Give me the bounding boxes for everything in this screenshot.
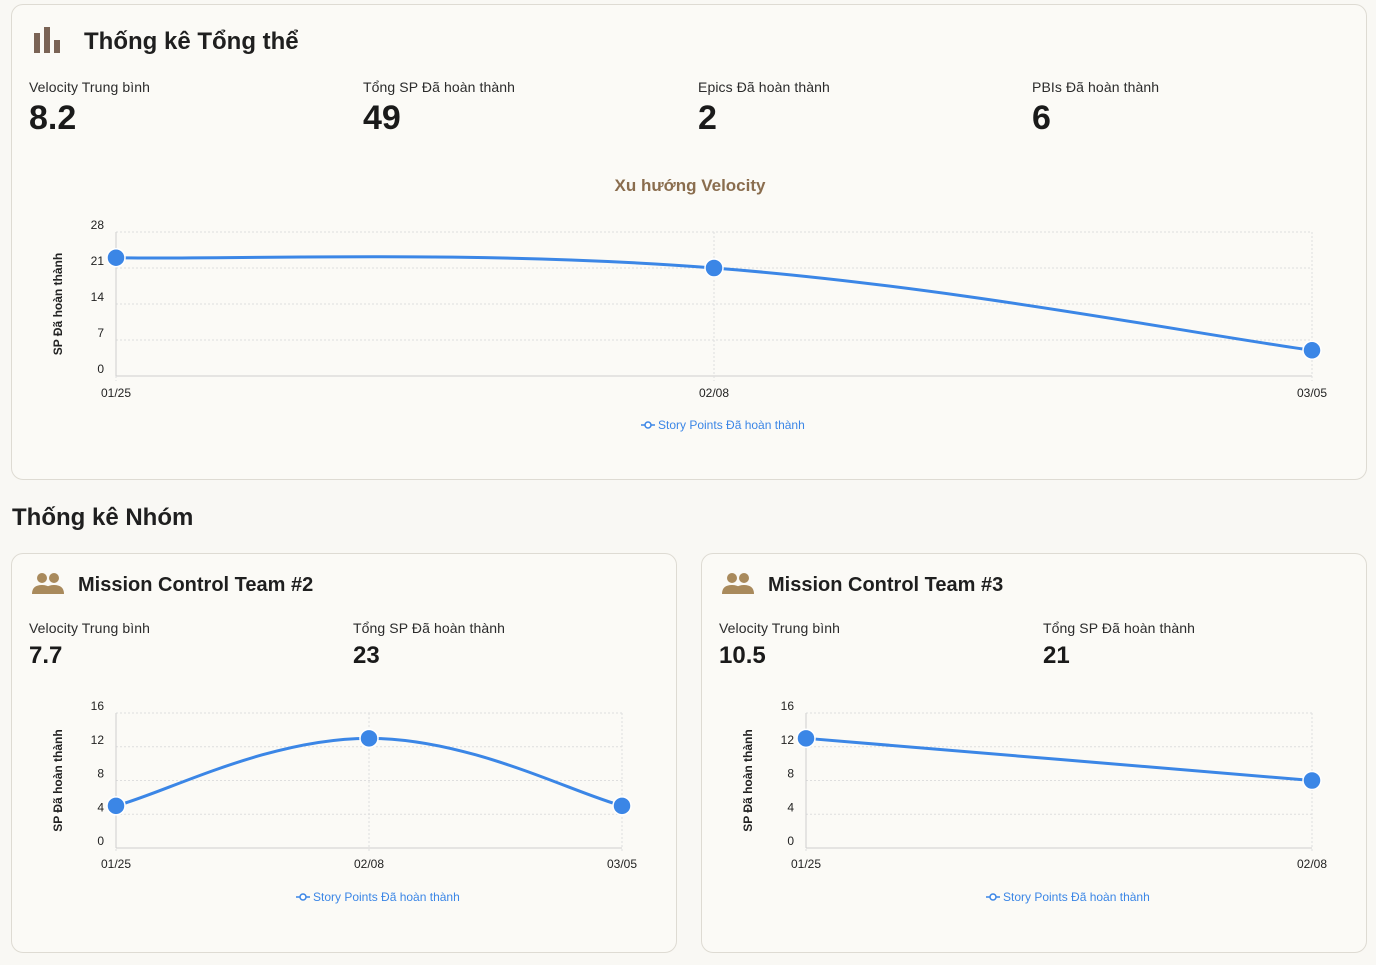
y-tick-label: 8	[787, 767, 794, 781]
team-card-3: Mission Control Team #3 Velocity Trung b…	[701, 553, 1367, 953]
data-point	[1302, 340, 1322, 361]
stat-label: Tổng SP Đã hoàn thành	[1043, 620, 1196, 636]
overall-title: Thống kê Tổng thể	[84, 27, 299, 55]
y-tick-label: 4	[787, 800, 794, 814]
y-tick-label: 21	[91, 254, 105, 268]
series-line	[805, 736, 1313, 782]
team-stats-heading: Thống kê Nhóm	[12, 504, 194, 531]
x-tick-label: 03/05	[1297, 386, 1327, 400]
stat-value: 49	[363, 99, 401, 137]
y-tick-label: 0	[787, 834, 794, 848]
legend-label: Story Points Đã hoàn thành	[658, 418, 805, 432]
data-point	[612, 796, 632, 816]
x-tick-label: 01/25	[101, 857, 131, 871]
y-tick-label: 16	[91, 699, 105, 713]
stat-value: 2	[698, 99, 717, 137]
data-point	[1302, 770, 1322, 791]
stat-label: Epics Đã hoàn thành	[698, 79, 830, 95]
team-header: Mission Control Team #3	[722, 572, 1003, 599]
x-tick-label: 03/05	[607, 857, 637, 871]
stat-label: Velocity Trung bình	[29, 79, 150, 95]
velocity-trend-chart: Xu hướng Velocity 0 7 14 21 28 01/25 02/08 03/05…	[51, 176, 1327, 432]
stat-value: 7.7	[29, 642, 63, 669]
y-tick-label: 8	[97, 767, 104, 781]
y-tick-label: 0	[97, 362, 104, 376]
team-card-2: Mission Control Team #2 Velocity Trung b…	[11, 553, 677, 953]
y-tick-label: 16	[781, 699, 795, 713]
stat-label: Tổng SP Đã hoàn thành	[363, 79, 516, 95]
legend-marker	[989, 893, 997, 901]
stat-pbis-done: PBIs Đã hoàn thành 6	[1032, 79, 1159, 138]
stat-avg-velocity: Velocity Trung bình 7.7	[29, 620, 150, 670]
stat-value: 8.2	[29, 99, 77, 137]
x-tick-label: 02/08	[354, 857, 384, 871]
legend-label: Story Points Đã hoàn thành	[1003, 890, 1150, 904]
data-point	[106, 796, 126, 816]
data-point	[704, 258, 724, 278]
x-tick-label: 02/08	[699, 386, 729, 400]
stat-value: 21	[1043, 642, 1070, 669]
y-axis-label: SP Đã hoàn thành	[51, 729, 65, 831]
stat-label: PBIs Đã hoàn thành	[1032, 79, 1160, 95]
legend: Story Points Đã hoàn thành	[641, 418, 805, 432]
y-tick-label: 7	[97, 326, 104, 340]
x-tick-label: 01/25	[791, 857, 821, 871]
y-tick-label: 12	[91, 733, 105, 747]
y-axis-label: SP Đã hoàn thành	[51, 253, 65, 355]
series-line	[115, 736, 623, 808]
stat-value: 6	[1032, 99, 1051, 137]
team-icon	[722, 572, 754, 599]
legend-marker	[644, 421, 652, 429]
stat-value: 23	[353, 642, 380, 669]
stat-value: 10.5	[719, 642, 766, 669]
y-tick-label: 14	[91, 290, 105, 304]
legend: Story Points Đã hoàn thành	[986, 890, 1150, 904]
y-tick-label: 0	[97, 834, 104, 848]
team-title: Mission Control Team #3	[768, 574, 1004, 596]
y-tick-label: 12	[781, 733, 795, 747]
data-point	[106, 247, 126, 268]
data-point	[796, 728, 816, 749]
stat-label: Velocity Trung bình	[29, 620, 150, 636]
chart-title: Xu hướng Velocity	[615, 176, 767, 195]
stat-total-sp: Tổng SP Đã hoàn thành 21	[1043, 620, 1195, 670]
team-icon	[32, 572, 64, 599]
stat-total-sp: Tổng SP Đã hoàn thành 23	[353, 620, 505, 670]
x-tick-label: 02/08	[1297, 857, 1327, 871]
legend-label: Story Points Đã hoàn thành	[313, 890, 460, 904]
stat-label: Tổng SP Đã hoàn thành	[353, 620, 506, 636]
stat-avg-velocity: Velocity Trung bình 10.5	[719, 620, 840, 670]
stat-avg-velocity: Velocity Trung bình 8.2	[29, 79, 150, 138]
stat-label: Velocity Trung bình	[719, 620, 840, 636]
overall-stats-card: Thống kê Tổng thể Velocity Trung bình 8.…	[11, 4, 1367, 480]
y-tick-label: 4	[97, 800, 104, 814]
legend-marker	[299, 893, 307, 901]
stat-total-sp: Tổng SP Đã hoàn thành 49	[363, 79, 515, 138]
team-header: Mission Control Team #2	[32, 572, 313, 599]
team-title: Mission Control Team #2	[78, 574, 314, 596]
overall-header: Thống kê Tổng thể	[32, 25, 299, 58]
bar-chart-icon	[32, 25, 62, 58]
data-point	[359, 728, 379, 749]
team-3-velocity-chart: 0 4 8 12 16 01/25 02/08 SP Đã hoàn thành Story P…	[741, 699, 1327, 904]
y-tick-label: 28	[91, 218, 105, 232]
y-axis-label: SP Đã hoàn thành	[741, 729, 755, 831]
team-2-velocity-chart: 0 4 8 12 16 01/25 02/08 03/05 SP Đã hoàn thành St…	[51, 699, 637, 904]
stat-epics-done: Epics Đã hoàn thành 2	[698, 79, 830, 138]
x-tick-label: 01/25	[101, 386, 131, 400]
legend: Story Points Đã hoàn thành	[296, 890, 460, 904]
